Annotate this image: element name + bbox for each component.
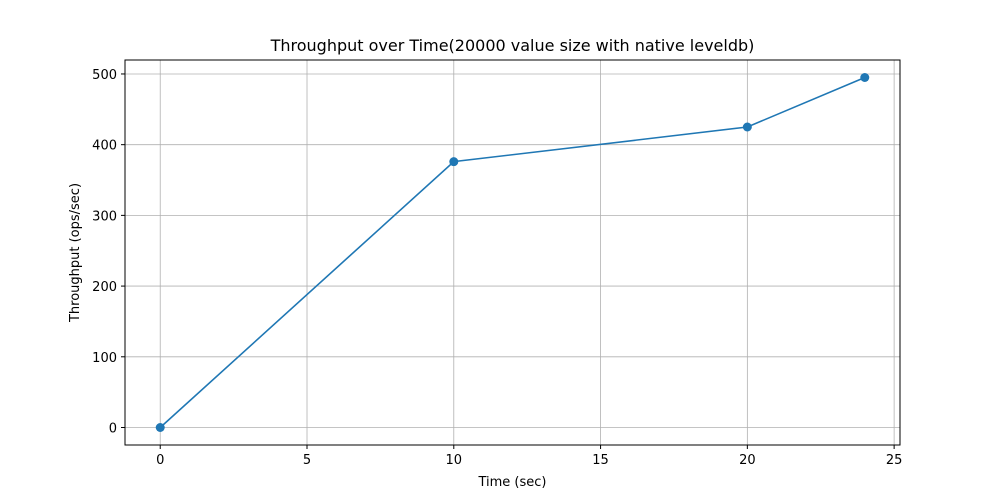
y-axis-label: Throughput (ops/sec): [68, 183, 83, 323]
chart-title: Throughput over Time(20000 value size wi…: [270, 36, 755, 55]
x-tick-label: 15: [592, 453, 609, 468]
axis-ticks: 0 5 10 15 20 25 0 100 200 300 400 500: [92, 68, 902, 468]
x-tick-label: 10: [446, 453, 463, 468]
y-tick-label: 200: [92, 280, 117, 295]
x-tick-label: 0: [156, 453, 164, 468]
data-point: [742, 122, 752, 132]
x-axis-label: Time (sec): [477, 475, 546, 490]
data-point: [155, 423, 165, 432]
y-tick-label: 100: [92, 351, 117, 366]
grid: [125, 60, 900, 445]
y-tick-label: 500: [92, 68, 117, 83]
x-tick-label: 25: [886, 453, 903, 468]
data-point: [449, 157, 459, 167]
plot-frame: [124, 59, 901, 446]
x-tick-label: 5: [303, 453, 311, 468]
y-tick-label: 0: [109, 422, 117, 437]
series-layer: [155, 73, 870, 432]
series-line: [159, 76, 866, 429]
y-tick-label: 400: [92, 139, 117, 154]
x-tick-label: 20: [739, 453, 756, 468]
data-point: [860, 73, 870, 82]
y-tick-label: 300: [92, 209, 117, 224]
